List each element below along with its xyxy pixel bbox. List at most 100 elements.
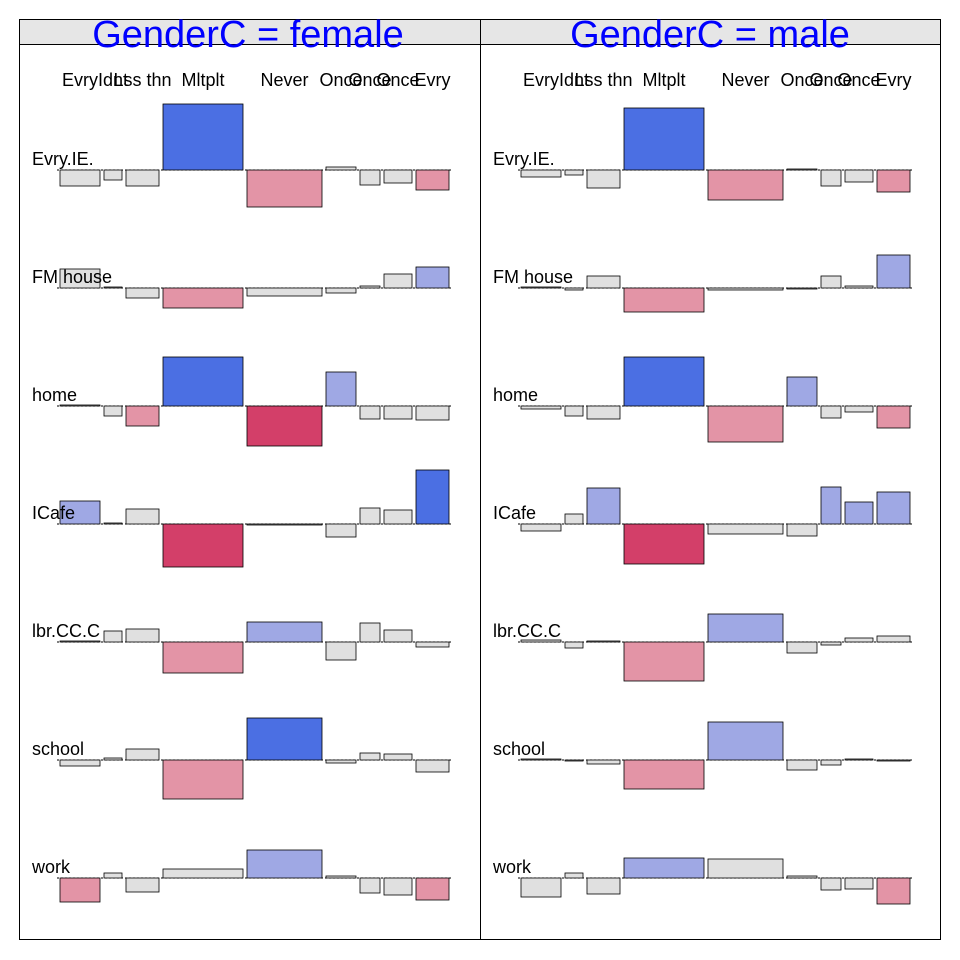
panel-title: GenderC = female: [92, 14, 404, 56]
residual-bar: [246, 287, 323, 297]
row-label: lbr.CC.C: [493, 621, 561, 641]
residual-bar: [415, 877, 450, 901]
column-label: Lss thn: [113, 70, 171, 90]
residual-bar: [876, 491, 911, 525]
column-label: Once: [319, 70, 362, 90]
residual-bar: [246, 621, 323, 643]
residual-bar: [623, 107, 705, 171]
column-label: Idnt: [559, 70, 589, 90]
residual-bar: [520, 169, 562, 178]
residual-bar: [564, 641, 584, 649]
residual-bar: [359, 507, 381, 525]
residual-bar: [125, 628, 160, 643]
residual-bar: [820, 275, 842, 289]
residual-bar: [359, 752, 381, 761]
residual-bar: [707, 523, 784, 535]
row-label: Evry.IE.: [493, 149, 555, 169]
residual-bar: [103, 757, 123, 761]
residual-bar: [415, 405, 450, 421]
residual-bar: [844, 758, 874, 761]
residual-bar: [415, 759, 450, 773]
residual-bar: [586, 877, 621, 895]
residual-bar: [844, 169, 874, 183]
residual-bar: [586, 275, 621, 289]
residual-bar: [325, 875, 357, 879]
residual-bar: [103, 872, 123, 879]
residual-bar: [820, 877, 842, 891]
residual-bar: [844, 405, 874, 413]
residual-bar: [876, 635, 911, 643]
residual-bar: [820, 405, 842, 419]
residual-bar: [844, 637, 874, 643]
residual-bar: [325, 287, 357, 294]
column-label: Mltplt: [642, 70, 685, 90]
residual-bar: [415, 169, 450, 191]
residual-bar: [59, 877, 101, 903]
residual-bar: [520, 523, 562, 532]
residual-bar: [103, 522, 123, 525]
column-label: Never: [260, 70, 308, 90]
residual-bar: [383, 753, 413, 761]
residual-bar: [162, 759, 244, 800]
residual-bar: [786, 875, 818, 879]
residual-bar: [876, 877, 911, 905]
residual-bar: [246, 523, 323, 526]
residual-bar: [125, 169, 160, 187]
residual-bar: [246, 169, 323, 208]
residual-bar: [623, 857, 705, 879]
residual-bar: [786, 641, 818, 654]
residual-bar: [59, 640, 101, 643]
residual-bar: [786, 376, 818, 407]
row-label: ICafe: [493, 503, 536, 523]
residual-bar: [586, 169, 621, 189]
residual-bar: [359, 285, 381, 289]
residual-bar: [786, 759, 818, 771]
residual-bar: [125, 748, 160, 761]
row-label: school: [32, 739, 84, 759]
residual-bar: [359, 405, 381, 420]
column-label: Evry: [415, 70, 451, 90]
residual-bar: [383, 629, 413, 643]
residual-bar: [415, 266, 450, 289]
panel-title: GenderC = male: [570, 14, 850, 56]
residual-bar: [415, 641, 450, 648]
residual-bar: [623, 523, 705, 565]
column-label: Once: [780, 70, 823, 90]
residual-bar: [707, 721, 784, 761]
residual-bar: [707, 858, 784, 879]
row-label: school: [493, 739, 545, 759]
residual-bar: [103, 169, 123, 181]
column-label: Evry: [876, 70, 912, 90]
residual-bar: [564, 513, 584, 525]
residual-bar: [325, 759, 357, 764]
residual-bar: [383, 877, 413, 896]
panel-male: GenderC = male: [480, 14, 941, 940]
residual-bar: [623, 287, 705, 313]
residual-bar: [786, 287, 818, 290]
residual-bar: [125, 405, 160, 427]
residual-bar: [59, 500, 101, 525]
residual-bar: [820, 759, 842, 766]
residual-bar: [586, 759, 621, 765]
residual-bar: [125, 508, 160, 525]
residual-bar: [786, 168, 818, 171]
residual-bar: [586, 640, 621, 643]
residual-bar: [564, 759, 584, 762]
residual-bar: [520, 758, 562, 761]
residual-bar: [59, 404, 101, 407]
residual-bar: [786, 523, 818, 537]
residual-bar: [162, 103, 244, 171]
residual-bar: [564, 287, 584, 291]
residual-bar: [876, 759, 911, 762]
row-label: work: [31, 857, 71, 877]
residual-bar: [325, 523, 357, 538]
row-label: home: [32, 385, 77, 405]
row-label: FM house: [32, 267, 112, 287]
residual-bar: [246, 405, 323, 447]
row-label: FM house: [493, 267, 573, 287]
residual-bar: [162, 287, 244, 309]
residual-bar: [325, 641, 357, 661]
residual-bar: [623, 641, 705, 682]
